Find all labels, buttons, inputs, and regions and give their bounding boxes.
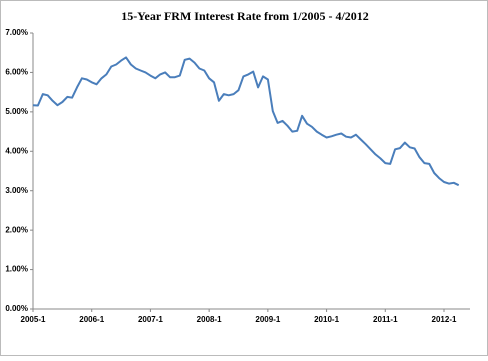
x-tick-label: 2006-1	[79, 315, 104, 324]
y-tick-label: 4.00%	[5, 146, 28, 155]
x-tick-label: 2012-1	[432, 315, 457, 324]
y-tick-label: 2.00%	[5, 225, 28, 234]
chart-title: 15-Year FRM Interest Rate from 1/2005 - …	[121, 9, 369, 23]
y-tick-label: 3.00%	[5, 186, 28, 195]
y-tick-label: 1.00%	[5, 265, 28, 274]
y-tick-label: 5.00%	[5, 107, 28, 116]
y-tick-label: 6.00%	[5, 68, 28, 77]
x-tick-label: 2008-1	[197, 315, 222, 324]
x-tick-label: 2010-1	[314, 315, 339, 324]
data-line	[32, 56, 460, 187]
x-tick-label: 2007-1	[138, 315, 163, 324]
y-tick-label: 0.00%	[5, 304, 28, 313]
y-tick-label: 7.00%	[5, 28, 28, 37]
x-tick-label: 2005-1	[21, 315, 46, 324]
x-tick-label: 2009-1	[255, 315, 280, 324]
x-tick-label: 2011-1	[373, 315, 398, 324]
